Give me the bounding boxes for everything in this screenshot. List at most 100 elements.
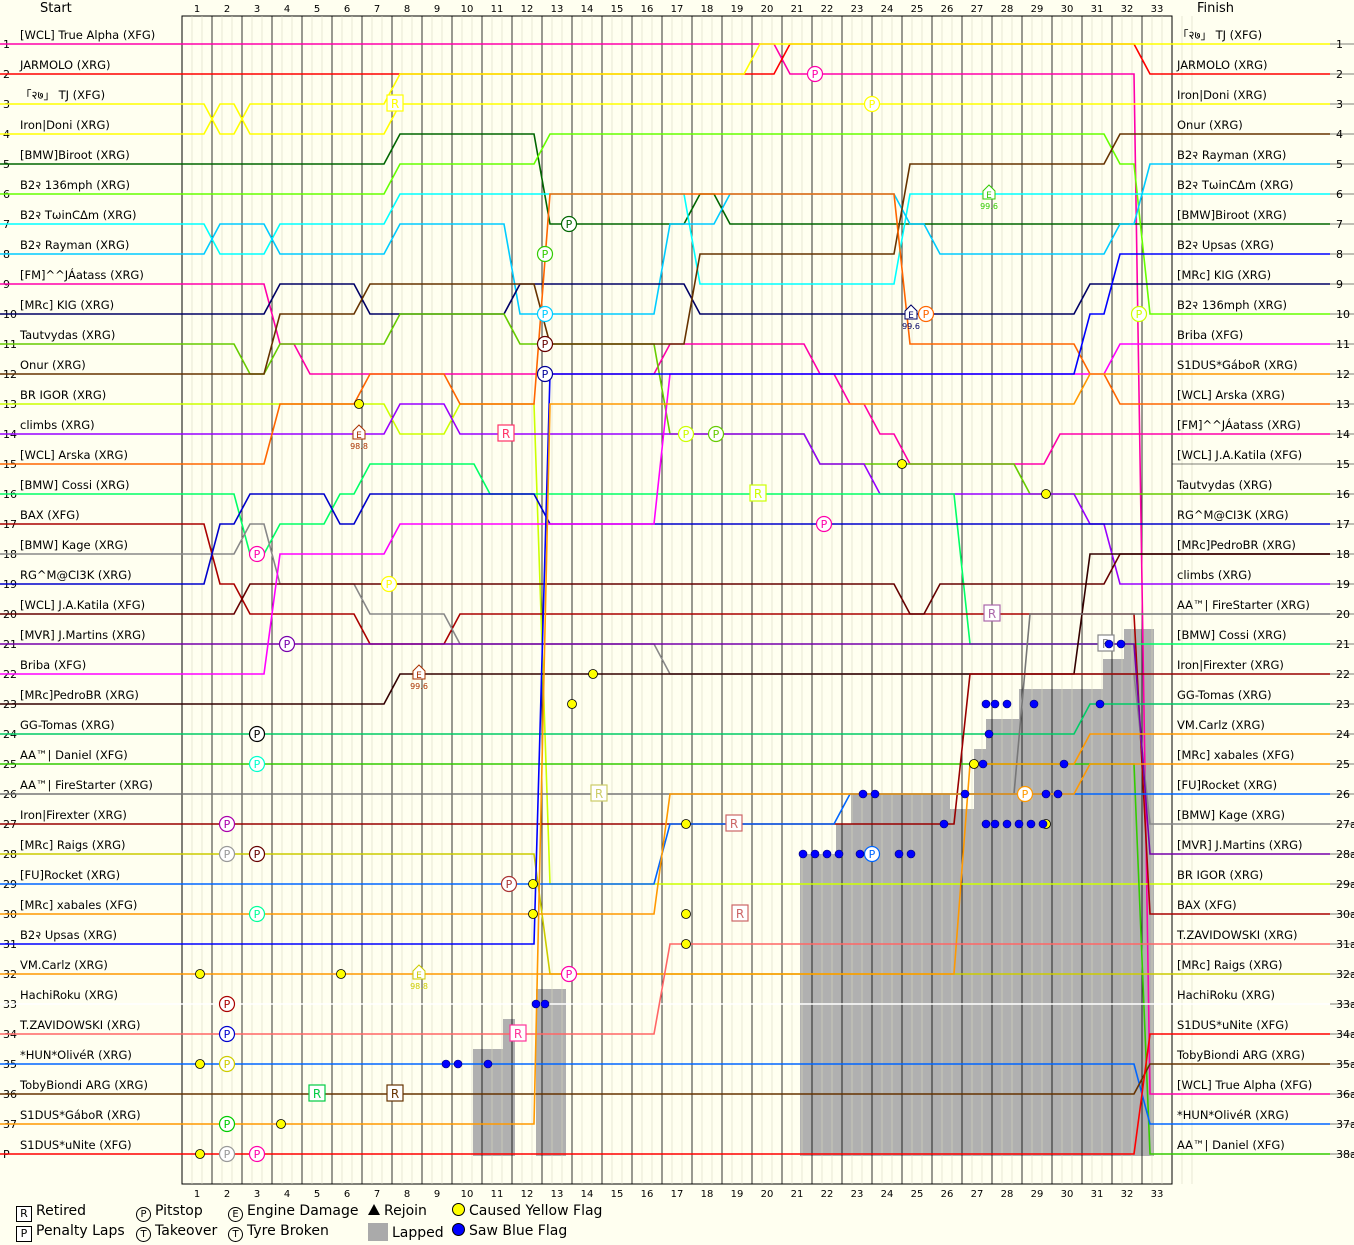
- legend-takeover: T Takeover: [136, 1223, 217, 1242]
- pitstop-letter: P: [224, 818, 231, 831]
- retired-letter: R: [988, 607, 996, 621]
- lap-tick-top: 20: [761, 4, 774, 15]
- finish-driver-name: BAX (XFG): [1177, 898, 1237, 912]
- pitstop-letter: P: [542, 248, 549, 261]
- retired-letter: R: [595, 787, 603, 801]
- start-driver-name: [WCL] Arska (XRG): [20, 448, 128, 462]
- blue-flag-dot: [1041, 789, 1051, 799]
- lap-tick-bottom: 2: [224, 1189, 230, 1200]
- pitstop-marker: P: [218, 1145, 236, 1163]
- series-line: [182, 253, 1172, 945]
- start-driver-name: [WCL] True Alpha (XFG): [20, 28, 155, 42]
- position-label-right: 10: [1336, 308, 1350, 321]
- position-label-right: 29a: [1336, 878, 1354, 891]
- lap-tick-top: 8: [404, 4, 410, 15]
- start-driver-name: [FU]Rocket (XRG): [20, 868, 120, 882]
- finish-label: Finish: [1197, 1, 1235, 16]
- lap-tick-top: 30: [1061, 4, 1074, 15]
- pitstop-circle: [536, 245, 554, 263]
- start-driver-name: BAX (XFG): [20, 508, 80, 522]
- retired-icon: R: [16, 1206, 32, 1222]
- lap-tick-top: 29: [1031, 4, 1044, 15]
- lap-tick-bottom: 11: [491, 1189, 504, 1200]
- blue-flag-dot: [1014, 819, 1024, 829]
- start-driver-name: [BMW]Biroot (XRG): [20, 148, 130, 162]
- engine-letter: E: [908, 311, 914, 321]
- series-line: [182, 643, 1172, 855]
- pitstop-circle: [248, 1145, 266, 1163]
- position-label-right: 15: [1336, 458, 1350, 471]
- pitstop-circle: [278, 635, 296, 653]
- retired-box: [509, 1024, 527, 1042]
- lap-tick-bottom: 16: [641, 1189, 654, 1200]
- yellow-flag-icon: [452, 1203, 465, 1216]
- retired-letter: R: [730, 817, 738, 831]
- retired-marker: R: [731, 904, 749, 922]
- position-label-right: 32a: [1336, 968, 1354, 981]
- position-label-right: 22: [1336, 668, 1350, 681]
- pitstop-icon: P: [136, 1207, 151, 1222]
- engine-marker: E98.8: [410, 964, 428, 991]
- position-label-right: 24: [1336, 728, 1350, 741]
- lap-tick-bottom: 24: [881, 1189, 894, 1200]
- yellow-flag-dot: [195, 969, 205, 979]
- blue-flag-dot: [453, 1059, 463, 1069]
- blue-flag-dot: [1095, 699, 1105, 709]
- engine-letter: E: [416, 971, 422, 981]
- lap-tick-top: 26: [941, 4, 954, 15]
- pitstop-letter: P: [542, 338, 549, 351]
- lapped-block: [1019, 689, 1064, 1156]
- legend-engine-label: Engine Damage: [247, 1203, 359, 1219]
- blue-flag-dot: [984, 729, 994, 739]
- retired-marker: R: [749, 484, 767, 502]
- pitstop-letter: P: [224, 1028, 231, 1041]
- position-label-right: 35a: [1336, 1058, 1354, 1071]
- pitstop-marker: P: [218, 1055, 236, 1073]
- pitstop-circle: [536, 335, 554, 353]
- blue-flag-dot: [990, 819, 1000, 829]
- lap-tick-bottom: 20: [761, 1189, 774, 1200]
- blue-flag-dot: [1038, 819, 1048, 829]
- position-label-right: 23: [1336, 698, 1350, 711]
- start-driver-name: AA™| FireStarter (XRG): [20, 778, 153, 792]
- finish-driver-name: [MRc]PedroBR (XRG): [1177, 538, 1296, 552]
- engine-value: 99.6: [980, 202, 998, 211]
- position-label-right: 19: [1336, 578, 1350, 591]
- pitstop-circle: [218, 995, 236, 1013]
- lap-tick-top: 14: [581, 4, 594, 15]
- lapped-block: [974, 749, 986, 1156]
- pitstop-circle: [218, 1025, 236, 1043]
- retired-letter: R: [391, 97, 399, 111]
- lap-tick-bottom: 13: [551, 1189, 564, 1200]
- pitstop-letter: P: [713, 428, 720, 441]
- blue-flag-dot: [1053, 789, 1063, 799]
- legend-blue: Saw Blue Flag: [452, 1223, 567, 1239]
- pitstop-circle: [1016, 785, 1034, 803]
- lap-tick-bottom: 5: [314, 1189, 320, 1200]
- lap-tick-top: 31: [1091, 4, 1104, 15]
- blue-flag-dot: [1026, 819, 1036, 829]
- lap-tick-bottom: 18: [701, 1189, 714, 1200]
- lap-tick-bottom: 29: [1031, 1189, 1044, 1200]
- lap-tick-bottom: 4: [284, 1189, 290, 1200]
- pitstop-circle: [806, 65, 824, 83]
- start-driver-name: [MRc] Raigs (XRG): [20, 838, 126, 852]
- series-line: [182, 1063, 1172, 1125]
- rejoin-icon: [368, 1204, 380, 1215]
- lap-tick-bottom: 19: [731, 1189, 744, 1200]
- pitstop-letter: P: [683, 428, 690, 441]
- start-driver-name: VM.Carlz (XRG): [20, 958, 108, 972]
- lap-tick-bottom: 26: [941, 1189, 954, 1200]
- blue-flag-icon: [452, 1223, 465, 1236]
- pitstop-circle: [248, 845, 266, 863]
- legend-tyre: T Tyre Broken: [228, 1223, 329, 1242]
- yellow-flag-dot: [354, 399, 364, 409]
- blue-flag-dot: [939, 819, 949, 829]
- lap-tick-bottom: 15: [611, 1189, 624, 1200]
- pitstop-letter: P: [821, 518, 828, 531]
- pitstop-marker: P: [218, 1025, 236, 1043]
- pitstop-letter: P: [566, 968, 573, 981]
- engine-shape: [904, 304, 918, 320]
- pitstop-circle: [218, 1145, 236, 1163]
- pitstop-circle: [248, 725, 266, 743]
